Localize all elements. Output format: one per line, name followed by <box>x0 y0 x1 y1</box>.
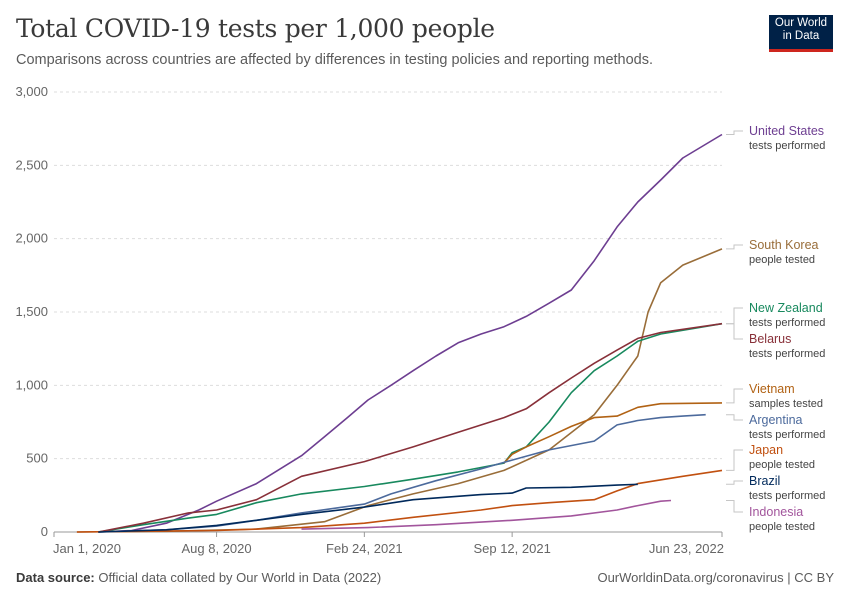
footer-separator: | <box>787 570 791 585</box>
legend-connector <box>726 449 743 471</box>
chart-title: Total COVID-19 tests per 1,000 people <box>16 14 495 43</box>
legend-connector <box>726 323 743 340</box>
legend-series-name: Brazil <box>749 474 780 488</box>
legend-series-name: Indonesia <box>749 505 803 519</box>
source-url-link[interactable]: OurWorldinData.org/coronavirus <box>597 570 784 585</box>
series-line <box>98 133 723 533</box>
x-tick-label: Jan 1, 2020 <box>53 541 121 556</box>
data-source: Data source: Official data collated by O… <box>16 570 381 585</box>
legend-connector <box>726 500 743 513</box>
legend-series-sublabel: tests performed <box>749 140 825 152</box>
legend-connector <box>726 480 743 485</box>
data-source-label: Data source: <box>16 570 95 585</box>
license-link[interactable]: CC BY <box>794 570 834 585</box>
x-tick-label: Feb 24, 2021 <box>326 541 403 556</box>
y-tick-label: 3,000 <box>15 84 48 99</box>
chart-subtitle: Comparisons across countries are affecte… <box>16 52 654 68</box>
x-tick-label: Jun 23, 2022 <box>649 541 724 556</box>
legend-series-sublabel: tests performed <box>749 317 825 329</box>
y-tick-label: 2,500 <box>15 157 48 172</box>
y-tick-label: 500 <box>26 451 48 466</box>
legend-series-name: Belarus <box>749 332 791 346</box>
legend-series-name: South Korea <box>749 238 819 252</box>
legend-series-sublabel: people tested <box>749 459 815 471</box>
y-tick-label: 0 <box>41 524 48 539</box>
legend-series-name: United States <box>749 124 824 138</box>
x-tick-label: Sep 12, 2021 <box>473 541 550 556</box>
series-line <box>503 402 723 464</box>
legend-series-sublabel: people tested <box>749 521 815 533</box>
legend-series-name: Japan <box>749 443 783 457</box>
logo-line-2: in Data <box>782 30 820 42</box>
series-line <box>98 483 638 533</box>
owid-logo[interactable]: Our World in Data <box>769 15 833 52</box>
series-line <box>301 499 672 530</box>
legend-series-sublabel: tests performed <box>749 348 825 360</box>
series-line <box>98 322 723 533</box>
y-tick-label: 1,000 <box>15 377 48 392</box>
y-tick-label: 1,500 <box>15 304 48 319</box>
series-line <box>76 469 723 533</box>
legend-connector <box>726 414 743 421</box>
legend-series-name: New Zealand <box>749 301 823 315</box>
data-source-text: Official data collated by Our World in D… <box>98 570 382 585</box>
logo-line-1: Our World <box>774 17 828 29</box>
legend-connector <box>726 307 743 325</box>
legend-series-sublabel: people tested <box>749 254 815 266</box>
footer-links: OurWorldinData.org/coronavirus | CC BY <box>597 570 834 585</box>
line-chart: 0 500 1,000 1,500 2,000 2,500 3,000 Jan 1, 2020… <box>15 84 825 556</box>
legend-series-name: Vietnam <box>749 382 795 396</box>
y-tick-label: 2,000 <box>15 231 48 246</box>
legend-series-sublabel: samples tested <box>749 398 823 410</box>
legend-connector <box>726 388 743 404</box>
legend-connector <box>726 130 743 135</box>
series-line <box>76 248 723 533</box>
x-tick-label: Aug 8, 2020 <box>182 541 252 556</box>
legend-series-name: Argentina <box>749 413 803 427</box>
legend-series-sublabel: tests performed <box>749 490 825 502</box>
legend-connector <box>726 244 743 250</box>
legend-series-sublabel: tests performed <box>749 429 825 441</box>
